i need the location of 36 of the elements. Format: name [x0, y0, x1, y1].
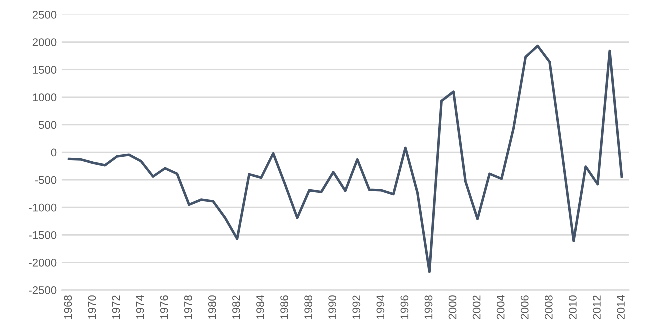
- x-tick-label: 2012: [593, 296, 601, 320]
- x-tick-label: 1980: [208, 296, 216, 320]
- y-tick-label: 2000: [32, 38, 57, 46]
- x-tick-label: 1994: [376, 295, 385, 320]
- x-tick-label: 1974: [136, 295, 144, 320]
- x-tick-label: 2002: [472, 296, 481, 320]
- x-tick-label: 2000: [448, 296, 457, 320]
- x-tick-label: 1996: [400, 296, 409, 320]
- y-tick-label: -2000: [29, 258, 57, 267]
- x-tick-label: 1990: [328, 296, 337, 320]
- line-series: [68, 44, 624, 274]
- x-tick-label: 1984: [256, 295, 264, 320]
- y-tick-label: 1500: [33, 66, 57, 74]
- x-tick-label: 2004: [496, 295, 505, 320]
- y-tick-label: 2500: [32, 11, 57, 19]
- y-tick-label: 1000: [33, 94, 57, 102]
- x-tick-label: 1982: [232, 296, 240, 320]
- x-tick-label: 1998: [424, 296, 433, 320]
- x-tick-label: 1986: [280, 296, 288, 320]
- y-tick-label: 500: [38, 121, 57, 130]
- y-tick-label: -500: [35, 176, 57, 184]
- x-tick-label: 2014: [617, 295, 625, 320]
- x-tick-label: 1976: [160, 296, 168, 320]
- y-tick-label: -1500: [29, 231, 57, 240]
- x-tick-label: 1992: [352, 296, 361, 320]
- x-tick-label: 2006: [520, 296, 529, 320]
- x-tick-label: 1978: [184, 296, 192, 320]
- x-tick-label: 1968: [64, 296, 72, 320]
- x-tick-label: 2010: [569, 296, 577, 320]
- x-tick-label: 2008: [544, 296, 553, 320]
- y-tick-label: -2500: [29, 286, 57, 294]
- x-tick-label: 1970: [88, 296, 96, 320]
- x-tick-label: 1988: [304, 296, 312, 320]
- y-tick-label: 0: [51, 148, 57, 157]
- x-tick-label: 1972: [112, 296, 120, 320]
- y-tick-label: -1000: [29, 204, 57, 212]
